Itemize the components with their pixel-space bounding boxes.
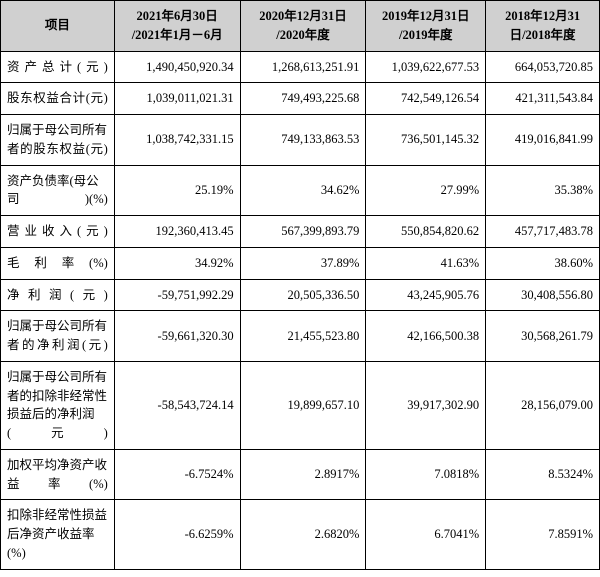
col-header-line1: 2020年12月31日 [259, 9, 347, 23]
cell-value: -59,751,992.29 [114, 279, 240, 311]
table-row: 扣除非经常性损益后净资产收益率(%)-6.6259%2.6820%6.7041%… [1, 500, 600, 569]
table-row: 净利润(元)-59,751,992.2920,505,336.5043,245,… [1, 279, 600, 311]
cell-value: 20,505,336.50 [240, 279, 366, 311]
col-header-line1: 2019年12月31日 [382, 9, 470, 23]
col-header-line1: 2021年6月30日 [137, 9, 218, 23]
financial-table-wrapper: 项目 2021年6月30日 /2021年1月－6月 2020年12月31日 /2… [0, 0, 600, 570]
col-header-period-3: 2019年12月31日 /2019年度 [366, 1, 486, 52]
cell-value: 6.7041% [366, 500, 486, 569]
cell-value: 30,568,261.79 [486, 311, 600, 362]
cell-value: 21,455,523.80 [240, 311, 366, 362]
table-row: 资产总计(元)1,490,450,920.341,268,613,251.911… [1, 51, 600, 83]
row-label: 归属于母公司所有者的扣除非经常性损益后的净利润(元) [1, 361, 115, 449]
table-header: 项目 2021年6月30日 /2021年1月－6月 2020年12月31日 /2… [1, 1, 600, 52]
cell-value: 27.99% [366, 165, 486, 216]
cell-value: 8.5324% [486, 449, 600, 500]
cell-value: -59,661,320.30 [114, 311, 240, 362]
cell-value: 7.0818% [366, 449, 486, 500]
row-label: 加权平均净资产收益率(%) [1, 449, 115, 500]
row-label: 归属于母公司所有者的股东权益(元) [1, 115, 115, 166]
cell-value: 1,039,622,677.53 [366, 51, 486, 83]
cell-value: 28,156,079.00 [486, 361, 600, 449]
cell-value: 749,493,225.68 [240, 83, 366, 115]
col-header-item: 项目 [1, 1, 115, 52]
table-row: 毛利率(%)34.92%37.89%41.63%38.60% [1, 247, 600, 279]
table-row: 归属于母公司所有者的净利润(元)-59,661,320.3021,455,523… [1, 311, 600, 362]
cell-value: 38.60% [486, 247, 600, 279]
cell-value: 2.6820% [240, 500, 366, 569]
cell-value: 34.62% [240, 165, 366, 216]
cell-value: 19,899,657.10 [240, 361, 366, 449]
table-row: 加权平均净资产收益率(%)-6.7524%2.8917%7.0818%8.532… [1, 449, 600, 500]
col-header-period-4: 2018年12月31 日/2018年度 [486, 1, 600, 52]
col-header-line2: /2021年1月－6月 [132, 28, 223, 42]
table-body: 资产总计(元)1,490,450,920.341,268,613,251.911… [1, 51, 600, 569]
cell-value: -6.7524% [114, 449, 240, 500]
row-label: 归属于母公司所有者的净利润(元) [1, 311, 115, 362]
table-row: 营业收入(元)192,360,413.45567,399,893.79550,8… [1, 216, 600, 248]
table-row: 归属于母公司所有者的股东权益(元)1,038,742,331.15749,133… [1, 115, 600, 166]
cell-value: 1,490,450,920.34 [114, 51, 240, 83]
cell-value: 419,016,841.99 [486, 115, 600, 166]
financial-table: 项目 2021年6月30日 /2021年1月－6月 2020年12月31日 /2… [0, 0, 600, 570]
table-row: 资产负债率(母公司)(%)25.19%34.62%27.99%35.38% [1, 165, 600, 216]
cell-value: 192,360,413.45 [114, 216, 240, 248]
cell-value: 37.89% [240, 247, 366, 279]
cell-value: 1,038,742,331.15 [114, 115, 240, 166]
col-header-period-1: 2021年6月30日 /2021年1月－6月 [114, 1, 240, 52]
row-label: 股东权益合计(元) [1, 83, 115, 115]
col-header-label: 项目 [45, 18, 70, 32]
row-label: 资产负债率(母公司)(%) [1, 165, 115, 216]
cell-value: 457,717,483.78 [486, 216, 600, 248]
cell-value: 7.8591% [486, 500, 600, 569]
cell-value: 1,039,011,021.31 [114, 83, 240, 115]
cell-value: 39,917,302.90 [366, 361, 486, 449]
cell-value: 42,166,500.38 [366, 311, 486, 362]
row-label: 营业收入(元) [1, 216, 115, 248]
row-label: 毛利率(%) [1, 247, 115, 279]
cell-value: 43,245,905.76 [366, 279, 486, 311]
cell-value: 736,501,145.32 [366, 115, 486, 166]
cell-value: 664,053,720.85 [486, 51, 600, 83]
cell-value: 25.19% [114, 165, 240, 216]
cell-value: 34.92% [114, 247, 240, 279]
cell-value: 742,549,126.54 [366, 83, 486, 115]
row-label: 扣除非经常性损益后净资产收益率(%) [1, 500, 115, 569]
cell-value: 41.63% [366, 247, 486, 279]
table-row: 归属于母公司所有者的扣除非经常性损益后的净利润(元)-58,543,724.14… [1, 361, 600, 449]
cell-value: 2.8917% [240, 449, 366, 500]
cell-value: -58,543,724.14 [114, 361, 240, 449]
col-header-line1: 2018年12月31 [505, 9, 580, 23]
cell-value: 1,268,613,251.91 [240, 51, 366, 83]
cell-value: 30,408,556.80 [486, 279, 600, 311]
cell-value: 749,133,863.53 [240, 115, 366, 166]
col-header-line2: /2019年度 [399, 28, 452, 42]
cell-value: -6.6259% [114, 500, 240, 569]
col-header-period-2: 2020年12月31日 /2020年度 [240, 1, 366, 52]
row-label: 资产总计(元) [1, 51, 115, 83]
row-label: 净利润(元) [1, 279, 115, 311]
cell-value: 35.38% [486, 165, 600, 216]
col-header-line2: 日/2018年度 [510, 28, 576, 42]
cell-value: 567,399,893.79 [240, 216, 366, 248]
cell-value: 421,311,543.84 [486, 83, 600, 115]
table-row: 股东权益合计(元)1,039,011,021.31749,493,225.687… [1, 83, 600, 115]
col-header-line2: /2020年度 [276, 28, 329, 42]
cell-value: 550,854,820.62 [366, 216, 486, 248]
